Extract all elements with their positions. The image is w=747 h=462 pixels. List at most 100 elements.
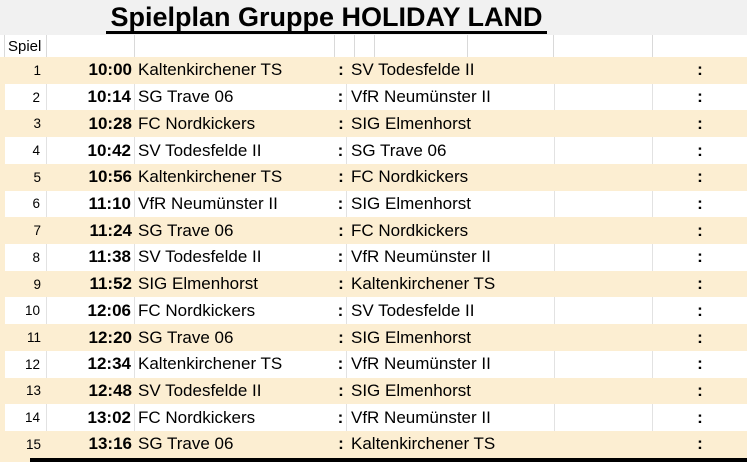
away-team[interactable]: SIG Elmenhorst: [347, 190, 555, 218]
result-colon[interactable]: :: [697, 327, 703, 347]
home-team[interactable]: SV Todesfelde II: [138, 140, 262, 160]
match-time[interactable]: 10:42: [47, 137, 135, 164]
match-time[interactable]: 12:20: [88, 327, 132, 347]
away-team[interactable]: SG Trave 06: [347, 137, 555, 164]
home-team[interactable]: FC Nordkickers: [138, 300, 256, 320]
match-number[interactable]: 6: [5, 190, 47, 218]
away-team[interactable]: SIG Elmenhorst: [351, 327, 471, 347]
home-team[interactable]: SV Todesfelde II: [138, 247, 262, 267]
versus-colon[interactable]: :: [335, 404, 347, 432]
match-number[interactable]: 1: [33, 62, 41, 78]
match-number[interactable]: 5: [33, 169, 41, 185]
match-time[interactable]: 11:52: [89, 274, 132, 294]
empty-cell: [555, 378, 653, 405]
away-team[interactable]: SIG Elmenhorst: [351, 113, 471, 133]
home-team[interactable]: SG Trave 06: [138, 220, 234, 240]
match-time[interactable]: 10:00: [88, 60, 132, 80]
match-time[interactable]: 12:06: [47, 297, 135, 325]
versus-colon[interactable]: :: [338, 113, 344, 133]
away-team[interactable]: FC Nordkickers: [351, 167, 469, 187]
home-team[interactable]: SG Trave 06: [138, 434, 234, 454]
spiel-column-header[interactable]: Spiel: [5, 35, 47, 57]
match-number[interactable]: 7: [33, 223, 41, 239]
result-colon[interactable]: :: [697, 193, 703, 213]
header-margin-cell: [0, 35, 5, 57]
match-number[interactable]: 13: [25, 383, 41, 399]
home-team[interactable]: Kaltenkirchener TS: [138, 354, 283, 374]
versus-colon[interactable]: :: [335, 297, 347, 325]
match-number[interactable]: 10: [5, 297, 47, 325]
match-time[interactable]: 13:16: [88, 434, 132, 454]
away-team[interactable]: SV Todesfelde II: [351, 60, 475, 80]
result-colon[interactable]: :: [697, 220, 703, 240]
versus-colon[interactable]: :: [338, 167, 344, 187]
away-team[interactable]: VfR Neumünster II: [347, 83, 555, 111]
match-time[interactable]: 11:10: [47, 190, 135, 218]
match-time[interactable]: 11:24: [89, 220, 132, 240]
result-colon[interactable]: :: [697, 167, 703, 187]
title-band: Spielplan Gruppe HOLIDAY LAND: [0, 0, 747, 35]
home-team[interactable]: VfR Neumünster II: [138, 193, 278, 213]
away-team[interactable]: VfR Neumünster II: [347, 350, 555, 378]
away-team[interactable]: SV Todesfelde II: [347, 297, 555, 325]
home-team[interactable]: SG Trave 06: [138, 327, 234, 347]
home-team[interactable]: Kaltenkirchener TS: [138, 60, 283, 80]
away-team[interactable]: SIG Elmenhorst: [351, 380, 471, 400]
home-team[interactable]: Kaltenkirchener TS: [138, 167, 283, 187]
match-time[interactable]: 10:14: [47, 83, 135, 111]
versus-colon[interactable]: :: [335, 137, 347, 164]
match-time[interactable]: 12:48: [88, 380, 132, 400]
versus-colon[interactable]: :: [338, 434, 344, 454]
home-team[interactable]: SV Todesfelde II: [138, 380, 262, 400]
versus-colon[interactable]: :: [338, 274, 344, 294]
versus-colon[interactable]: :: [338, 60, 344, 80]
match-number[interactable]: 9: [33, 276, 41, 292]
home-team[interactable]: SG Trave 06: [138, 87, 234, 107]
versus-colon[interactable]: :: [338, 380, 344, 400]
away-team[interactable]: VfR Neumünster II: [347, 244, 555, 271]
away-team[interactable]: Kaltenkirchener TS: [351, 434, 496, 454]
versus-colon[interactable]: :: [338, 327, 344, 347]
match-time[interactable]: 10:28: [88, 113, 132, 133]
result-colon[interactable]: :: [697, 274, 703, 294]
empty-cell: [555, 164, 653, 191]
match-time[interactable]: 10:56: [88, 167, 132, 187]
page-title[interactable]: Spielplan Gruppe HOLIDAY LAND: [106, 3, 547, 35]
column-header-row: Spiel: [0, 35, 747, 57]
match-number[interactable]: 3: [33, 116, 41, 132]
home-team[interactable]: FC Nordkickers: [138, 407, 256, 427]
result-colon[interactable]: :: [697, 140, 703, 160]
result-colon[interactable]: :: [697, 113, 703, 133]
match-number[interactable]: 8: [5, 244, 47, 271]
match-number[interactable]: 15: [25, 436, 41, 452]
match-number[interactable]: 11: [26, 330, 41, 346]
away-team[interactable]: FC Nordkickers: [351, 220, 469, 240]
header-cell-empty: [554, 35, 653, 57]
versus-colon[interactable]: :: [335, 244, 347, 271]
result-colon[interactable]: :: [697, 87, 703, 107]
away-team[interactable]: Kaltenkirchener TS: [351, 274, 496, 294]
versus-colon[interactable]: :: [335, 190, 347, 218]
result-colon[interactable]: :: [697, 380, 703, 400]
result-colon[interactable]: :: [697, 247, 703, 267]
away-team[interactable]: VfR Neumünster II: [347, 404, 555, 432]
home-team[interactable]: FC Nordkickers: [138, 113, 256, 133]
match-number[interactable]: 14: [5, 404, 47, 432]
match-number[interactable]: 12: [5, 350, 47, 378]
match-time[interactable]: 12:34: [47, 350, 135, 378]
result-colon[interactable]: :: [697, 60, 703, 80]
match-time[interactable]: 13:02: [47, 404, 135, 432]
match-number[interactable]: 4: [5, 137, 47, 164]
match-number[interactable]: 2: [5, 83, 47, 111]
versus-colon[interactable]: :: [335, 83, 347, 111]
result-colon[interactable]: :: [697, 434, 703, 454]
empty-cell: [555, 190, 653, 218]
match-row: 9 11:52 SIG Elmenhorst : Kaltenkirchener…: [0, 270, 747, 298]
home-team[interactable]: SIG Elmenhorst: [138, 274, 258, 294]
match-time[interactable]: 11:38: [47, 244, 135, 271]
versus-colon[interactable]: :: [338, 220, 344, 240]
result-colon[interactable]: :: [697, 354, 703, 374]
versus-colon[interactable]: :: [335, 350, 347, 378]
result-colon[interactable]: :: [697, 300, 703, 320]
result-colon[interactable]: :: [697, 407, 703, 427]
